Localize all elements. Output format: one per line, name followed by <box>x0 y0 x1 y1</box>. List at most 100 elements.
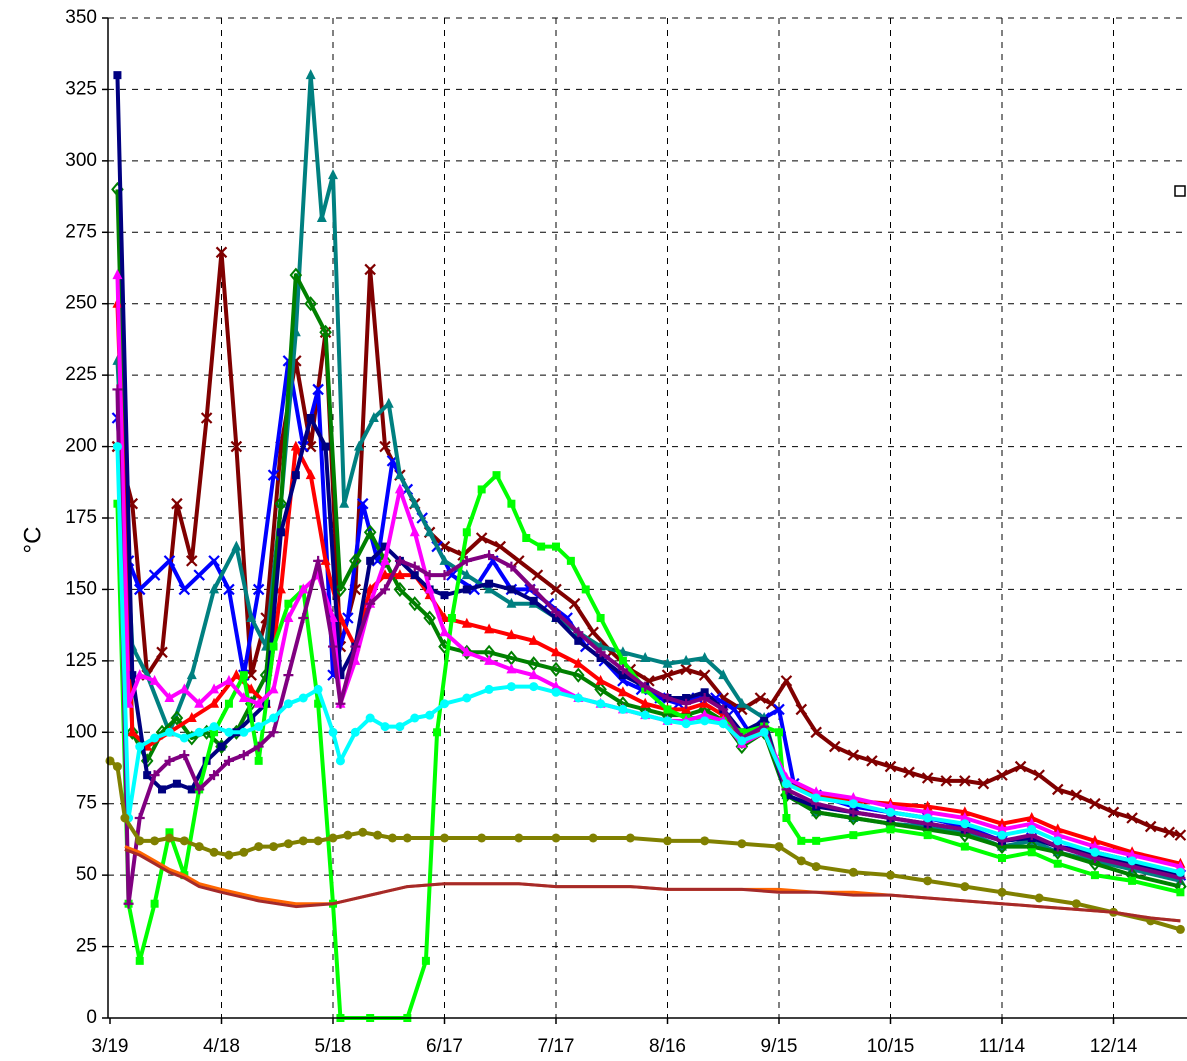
data-point <box>373 830 383 840</box>
data-point <box>224 727 234 737</box>
data-point <box>164 833 174 843</box>
data-point <box>269 842 279 852</box>
data-point <box>316 212 327 222</box>
data-point <box>334 581 347 597</box>
x-tick-label: 6/17 <box>426 1036 463 1057</box>
data-point <box>848 867 858 877</box>
data-point <box>158 785 167 794</box>
data-point <box>618 656 627 665</box>
data-point <box>150 836 160 846</box>
data-point <box>718 669 729 680</box>
data-point <box>134 813 145 823</box>
y-tick-label: 150 <box>65 578 97 599</box>
data-point <box>366 556 375 565</box>
data-point <box>736 697 747 708</box>
data-point <box>977 777 990 790</box>
data-point <box>477 485 486 494</box>
data-point <box>475 532 488 544</box>
data-point <box>254 756 263 765</box>
data-point <box>402 833 412 843</box>
data-point <box>462 585 471 594</box>
data-point <box>193 569 205 581</box>
data-point <box>363 524 377 540</box>
data-point <box>313 555 324 566</box>
data-point <box>328 169 338 180</box>
data-point <box>200 412 213 424</box>
data-point <box>178 583 191 596</box>
data-point <box>477 833 487 843</box>
data-point <box>179 683 190 694</box>
data-point <box>737 728 746 737</box>
data-point <box>319 324 332 340</box>
data-point <box>209 583 220 594</box>
data-point <box>149 770 160 781</box>
data-point <box>596 699 606 709</box>
data-point <box>551 680 561 691</box>
data-point <box>1053 859 1062 868</box>
data-point <box>128 671 137 680</box>
data-point <box>148 569 161 581</box>
series-line <box>115 189 1181 889</box>
data-point <box>328 833 338 843</box>
data-point <box>298 836 308 846</box>
data-point <box>194 784 205 795</box>
data-point <box>811 862 821 872</box>
data-point <box>581 585 590 594</box>
data-point <box>209 683 220 694</box>
data-point <box>209 847 219 857</box>
data-point <box>923 876 933 886</box>
data-point <box>231 669 242 680</box>
data-point <box>215 246 228 259</box>
data-point <box>383 397 394 408</box>
data-point <box>737 736 747 746</box>
data-point <box>439 626 450 637</box>
data-point <box>313 836 323 846</box>
y-tick-label: 325 <box>65 78 97 99</box>
data-point <box>773 703 785 716</box>
data-point <box>1071 899 1081 909</box>
data-point <box>617 664 628 675</box>
data-point <box>254 842 264 852</box>
data-point <box>380 569 391 580</box>
data-point <box>550 583 562 596</box>
data-point <box>513 555 525 567</box>
data-point <box>358 827 368 837</box>
data-point <box>440 833 449 843</box>
data-point <box>368 412 379 422</box>
data-point <box>269 713 279 723</box>
data-point <box>387 833 397 843</box>
data-point <box>1127 856 1137 866</box>
data-point <box>156 646 168 659</box>
data-point <box>781 779 791 789</box>
data-point <box>112 762 122 772</box>
data-point <box>960 819 970 829</box>
data-point <box>409 526 420 537</box>
data-point <box>529 682 539 692</box>
data-point <box>291 471 300 480</box>
data-point <box>507 499 516 508</box>
data-point <box>379 440 391 453</box>
data-point <box>760 716 769 725</box>
data-point <box>640 697 651 708</box>
data-point <box>775 728 783 737</box>
data-point <box>164 755 175 766</box>
data-point <box>1175 867 1185 877</box>
data-point <box>866 755 878 767</box>
series-line <box>115 358 1181 878</box>
data-point <box>810 726 822 739</box>
data-point <box>1033 769 1045 781</box>
data-point <box>1128 876 1137 885</box>
data-point <box>290 440 301 451</box>
data-point <box>699 652 710 662</box>
data-point <box>484 550 495 561</box>
x-tick-label: 4/18 <box>203 1036 240 1057</box>
data-point <box>268 727 279 738</box>
y-tick-label: 75 <box>76 793 97 814</box>
data-point <box>1175 924 1185 934</box>
data-point <box>254 722 264 732</box>
data-point <box>283 839 293 849</box>
data-point <box>440 591 449 600</box>
data-point <box>172 779 181 788</box>
data-point <box>423 610 436 626</box>
data-point <box>163 555 176 567</box>
